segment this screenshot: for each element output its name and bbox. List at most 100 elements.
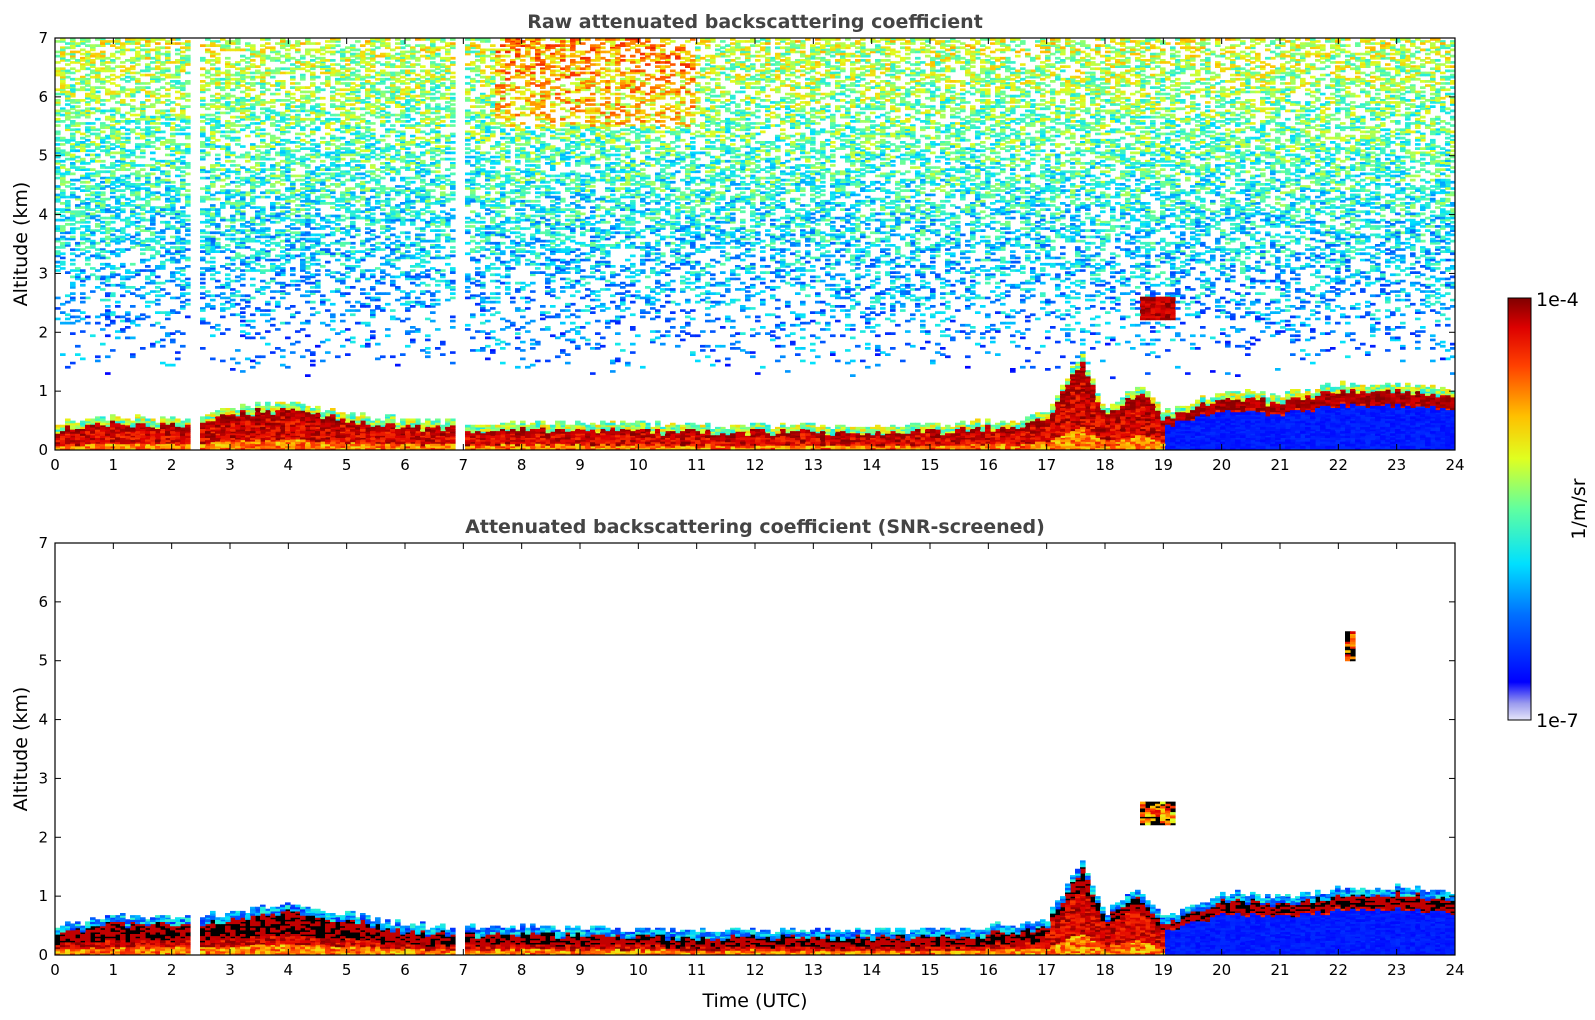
bottom-heatmap-cells (1070, 879, 1076, 882)
bottom-x-tick-label: 16 (979, 961, 998, 979)
top-x-tick-label: 20 (1212, 456, 1231, 474)
bottom-heatmap-cells (260, 908, 266, 912)
bottom-heatmap-cells (855, 950, 861, 954)
bottom-heatmap-cells (640, 927, 986, 939)
bottom-heatmap-cells (1125, 896, 1131, 899)
bottom-heatmap-cells (1140, 814, 1146, 817)
bottom-x-tick-label: 10 (629, 961, 648, 979)
bottom-y-tick-label: 7 (38, 534, 48, 552)
bottom-heatmap-cells (655, 950, 661, 954)
bottom-x-tick-label: 1 (109, 961, 119, 979)
top-heatmap-cells (75, 38, 1436, 436)
bottom-heatmap-cells (585, 934, 591, 937)
bottom-heatmap-cells (270, 938, 276, 941)
top-x-axis: 0 1 2 3 4 5 6 7 8 9 10 11 12 13 14 15 16 17 18 19 20 21 22 23 24 (50, 38, 1465, 474)
bottom-heatmap-cells (1160, 801, 1166, 805)
top-heatmap-cells (960, 330, 1436, 450)
bottom-x-tick-label: 4 (284, 961, 294, 979)
bottom-heatmap-cells (255, 913, 1166, 922)
bottom-heatmap-cells (1285, 894, 1291, 897)
bottom-x-tick-label: 8 (517, 961, 527, 979)
bottom-heatmap-cells (1090, 927, 1096, 931)
bottom-heatmap-cells (245, 950, 251, 954)
bottom-x-tick-label: 2 (167, 961, 177, 979)
top-y-tick-label: 0 (38, 441, 48, 459)
bottom-heatmap-cells (105, 919, 111, 922)
bottom-heatmap-cells (1180, 913, 1451, 955)
bottom-heatmap-cells (175, 917, 181, 920)
bottom-heatmap-cells (890, 950, 896, 954)
bottom-panel-title: Attenuated backscattering coefficient (S… (465, 516, 1045, 538)
top-panel: Raw attenuated backscattering coefficien… (10, 11, 1465, 474)
bottom-heatmap-cells (1070, 942, 1076, 946)
bottom-heatmap-cells (485, 948, 1166, 955)
bottom-heatmap-cells (1075, 938, 1081, 941)
bottom-heatmap-cells (290, 936, 1006, 955)
bottom-heatmap-cells (345, 913, 351, 916)
bottom-heatmap-cells (225, 944, 256, 955)
bottom-heatmap-cells (1055, 948, 1061, 952)
bottom-heatmap-cells (1230, 910, 1451, 955)
top-heatmap-cells (105, 439, 111, 443)
top-heatmap-cells (900, 445, 906, 449)
top-heatmap-cells (150, 334, 1455, 450)
top-x-tick-label: 24 (1445, 456, 1464, 474)
bottom-x-axis-label: Time (UTC) (701, 990, 807, 1012)
bottom-heatmap-cells (820, 934, 826, 937)
bottom-heatmap-cells (1220, 910, 1455, 955)
top-x-tick-label: 23 (1387, 456, 1406, 474)
top-x-tick-label: 9 (575, 456, 585, 474)
bottom-heatmap-cells (1145, 822, 1151, 826)
bottom-heatmap-cells (230, 885, 1071, 916)
top-x-tick-label: 8 (517, 456, 527, 474)
bottom-heatmap-cells (1145, 944, 1151, 948)
top-heatmap-cells (105, 372, 111, 375)
top-heatmap-cells (145, 443, 996, 450)
top-heatmap-cells (370, 433, 386, 441)
bottom-heatmap-cells (1180, 913, 1446, 955)
top-heatmap-cells (95, 317, 1366, 443)
top-heatmap-cells (95, 180, 1455, 350)
bottom-heatmap-cells (180, 950, 186, 954)
bottom-heatmap-cells (1085, 950, 1091, 954)
bottom-heatmap-cells (380, 923, 386, 927)
top-heatmap-cells (1055, 445, 1061, 449)
top-x-tick-label: 14 (862, 456, 881, 474)
bottom-x-tick-label: 11 (687, 961, 706, 979)
bottom-heatmap-cells (400, 875, 1076, 931)
bottom-heatmap-cells (1170, 818, 1176, 822)
bottom-heatmap-cells (1035, 948, 1041, 952)
bottom-heatmap-cells (1035, 921, 1041, 925)
bottom-y-tick-label: 3 (38, 769, 48, 787)
top-x-tick-label: 7 (459, 456, 469, 474)
bottom-x-tick-label: 0 (50, 961, 60, 979)
top-heatmap-cells (1185, 412, 1455, 450)
top-y-axis: 0 1 2 3 4 5 6 7 (38, 29, 1455, 459)
top-heatmap-cells (565, 44, 606, 54)
bottom-x-tick-label: 21 (1270, 961, 1289, 979)
bottom-heatmap-cells (315, 910, 321, 914)
bottom-heatmap-cells (770, 927, 1021, 939)
bottom-heatmap-cells (140, 946, 146, 950)
top-y-tick-label: 5 (38, 147, 48, 165)
bottom-x-tick-label: 17 (1037, 961, 1056, 979)
bottom-heatmap-cells (135, 948, 141, 952)
top-heatmap-cells (660, 75, 666, 79)
bottom-y-axis-label: Altitude (km) (10, 687, 32, 812)
top-heatmap-cells (875, 441, 881, 445)
bottom-heatmap-cells (230, 948, 236, 952)
top-y-tick-label: 1 (38, 382, 48, 400)
bottom-heatmap-cells (555, 873, 1081, 935)
bottom-heatmap-cells (1175, 913, 1451, 955)
top-x-tick-label: 22 (1329, 456, 1348, 474)
top-heatmap-cells (1170, 410, 1455, 450)
colorbar-max-label: 1e-4 (1536, 289, 1579, 311)
bottom-heatmap-cells (270, 936, 276, 939)
top-heatmap-cells (1065, 424, 1071, 428)
bottom-y-tick-label: 2 (38, 828, 48, 846)
bottom-heatmap-cells (870, 950, 876, 954)
top-y-tick-label: 6 (38, 88, 48, 106)
top-heatmap-cells (125, 187, 131, 190)
top-y-tick-label: 4 (38, 206, 48, 224)
top-heatmap-cells (95, 38, 1451, 424)
